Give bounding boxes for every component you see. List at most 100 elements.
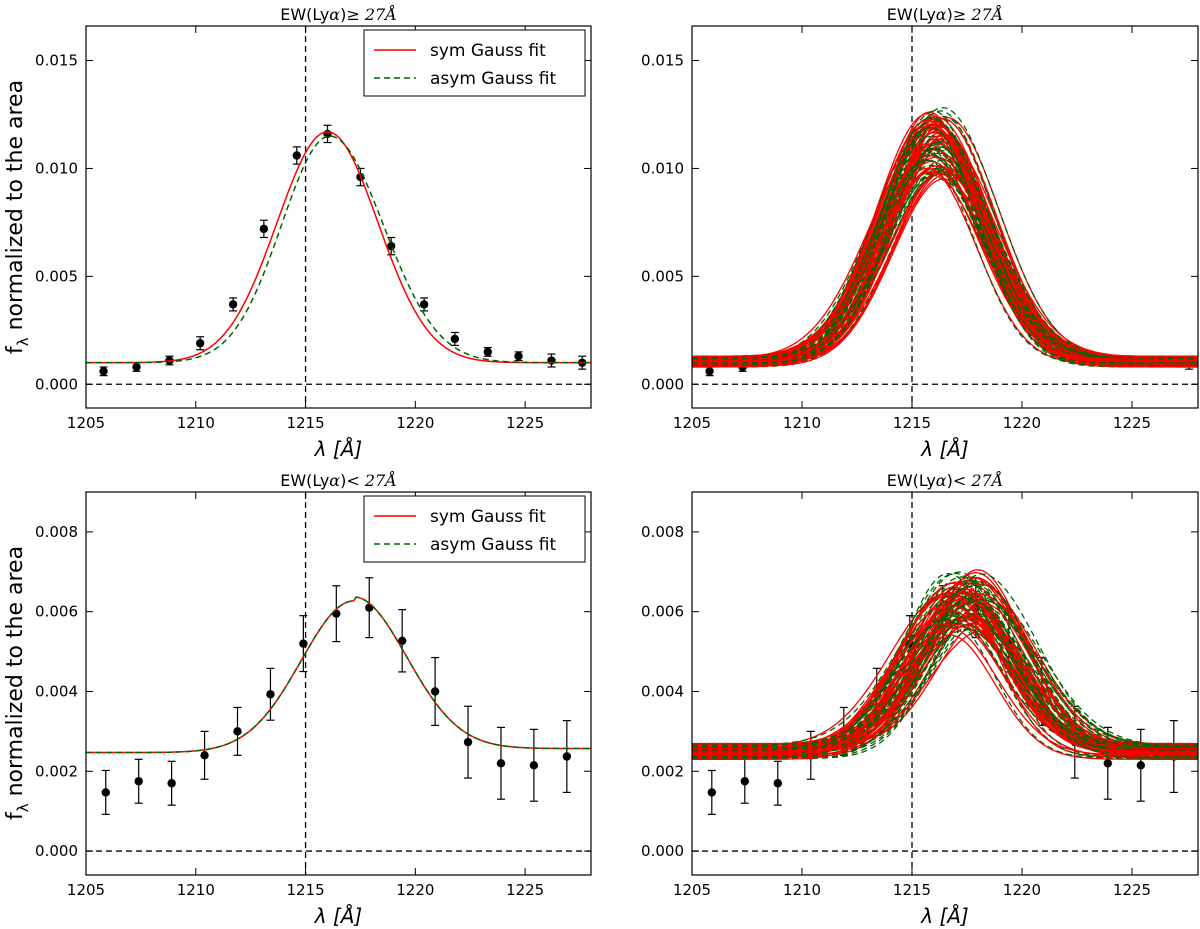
sym-realization-curve — [692, 582, 1198, 755]
y-tick-label: 0.004 — [35, 682, 78, 700]
title-close: ) — [340, 471, 346, 490]
title-alpha: α — [329, 5, 340, 24]
point-marker — [99, 367, 108, 376]
x-tick-label: 1225 — [506, 881, 544, 899]
y-axis-label-rest: normalized to the area — [3, 546, 28, 803]
x-tick-label: 1210 — [177, 414, 215, 432]
point-marker — [483, 347, 493, 357]
asym-realization-curve — [692, 594, 1198, 746]
legend-asym-label: asym Gauss fit — [430, 535, 556, 555]
x-axis-label: λ [Å] — [314, 904, 362, 928]
y-tick-label: 0.004 — [641, 682, 684, 700]
x-tick-label: 1220 — [1003, 414, 1041, 432]
data-point — [740, 758, 749, 804]
asym-realization-curve — [692, 615, 1198, 758]
panel-top-left: EW(Lyα)≥ 27Å 1205 1210 1215 1220 1225 0.000 0.0… — [35, 4, 592, 461]
x-tick-label: 1215 — [286, 881, 324, 899]
point-marker — [430, 687, 440, 696]
legend-sym-label: sym Gauss fit — [430, 41, 546, 61]
point-marker — [266, 690, 275, 699]
data-point — [483, 346, 493, 357]
data-point — [259, 219, 269, 239]
sym-realization-curve — [692, 600, 1198, 746]
data-point — [1136, 728, 1146, 802]
x-tick-label: 1205 — [67, 881, 105, 899]
y-tick-label: 0.008 — [641, 523, 684, 541]
x-tick-label: 1225 — [1113, 414, 1151, 432]
y-tick-label: 0.015 — [35, 52, 78, 70]
plot-area — [692, 26, 1198, 408]
sym-realization-curve — [692, 160, 1198, 368]
point-marker — [167, 779, 176, 788]
sym-realization-curve — [692, 610, 1198, 750]
legend-sym-label: sym Gauss fit — [430, 507, 546, 527]
sym-realization-curve — [692, 624, 1198, 752]
title-relation: ≥ 27 — [346, 5, 386, 24]
asym-realization-curve — [692, 164, 1198, 358]
x-axis-label: λ [Å] — [920, 437, 968, 461]
y-axis-label-subscript: λ — [14, 337, 32, 346]
asym-realization-curve — [692, 618, 1198, 759]
data-point — [514, 351, 523, 362]
legend: sym Gauss fit asym Gauss fit — [363, 29, 586, 97]
axes-frame — [691, 25, 1199, 409]
point-marker — [292, 151, 301, 160]
asym-realization-curve — [692, 154, 1198, 358]
plot-area — [86, 26, 591, 408]
asym-realization-curve — [692, 126, 1198, 361]
sym-realization-curve — [692, 113, 1198, 359]
sym-fit-curve — [86, 596, 591, 754]
asym-realization-curve — [692, 174, 1198, 363]
panel-title: EW(Lyα)< 27Å — [280, 470, 397, 490]
asym-fit-curve — [86, 135, 591, 364]
point-marker — [562, 752, 572, 761]
sym-realization-curve — [692, 173, 1198, 363]
data-point — [292, 146, 301, 165]
data-point — [397, 609, 407, 673]
data-point — [332, 585, 341, 643]
x-tick-label: 1205 — [673, 881, 711, 899]
sym-realization-curve — [692, 152, 1198, 361]
data-point — [266, 667, 275, 721]
data-point — [167, 760, 176, 806]
data-point — [547, 353, 556, 368]
data-point — [496, 726, 506, 800]
title-close: ) — [947, 5, 953, 24]
data-point — [707, 769, 716, 815]
point-marker — [514, 352, 523, 361]
asym-realization-curve — [692, 159, 1198, 359]
y-tick-label: 0.006 — [35, 603, 78, 621]
title-relation: ≥ 27 — [953, 5, 993, 24]
x-axis-label: λ [Å] — [314, 437, 362, 461]
point-marker — [228, 300, 238, 309]
x-tick-label: 1215 — [286, 414, 324, 432]
title-alpha: α — [329, 471, 340, 490]
data-point — [430, 656, 440, 726]
y-tick-label: 0.000 — [35, 375, 78, 393]
x-tick-label: 1225 — [1113, 881, 1151, 899]
data-point — [529, 728, 539, 802]
sym-realization-curve — [692, 173, 1198, 368]
sym-realization-curve — [692, 626, 1198, 756]
point-marker — [195, 339, 205, 348]
sym-realization-curve — [692, 170, 1198, 367]
sym-realization-curve — [692, 143, 1198, 360]
panel-bottom-right: EW(Lyα)< 27Å 1205 1210 1215 1220 1225 0.000 0.0… — [641, 470, 1199, 928]
data-point — [562, 720, 572, 794]
data-point — [233, 706, 242, 756]
y-axis-label-rest: normalized to the area — [3, 80, 28, 337]
sym-realization-curve — [692, 141, 1198, 367]
asym-realization-curve — [692, 626, 1198, 759]
asym-realization-curve — [692, 159, 1198, 365]
asym-realization-curve — [692, 579, 1198, 752]
point-marker — [1103, 759, 1113, 768]
asym-realization-curve — [692, 167, 1198, 366]
data-point — [195, 336, 205, 351]
point-marker — [740, 777, 749, 786]
title-close: ) — [340, 5, 346, 24]
y-axis-label-f: f — [3, 811, 28, 820]
asym-realization-curve — [692, 167, 1198, 358]
title-unit: Å — [383, 470, 397, 490]
y-axis-label-bottom: fλ normalized to the area — [3, 546, 32, 820]
